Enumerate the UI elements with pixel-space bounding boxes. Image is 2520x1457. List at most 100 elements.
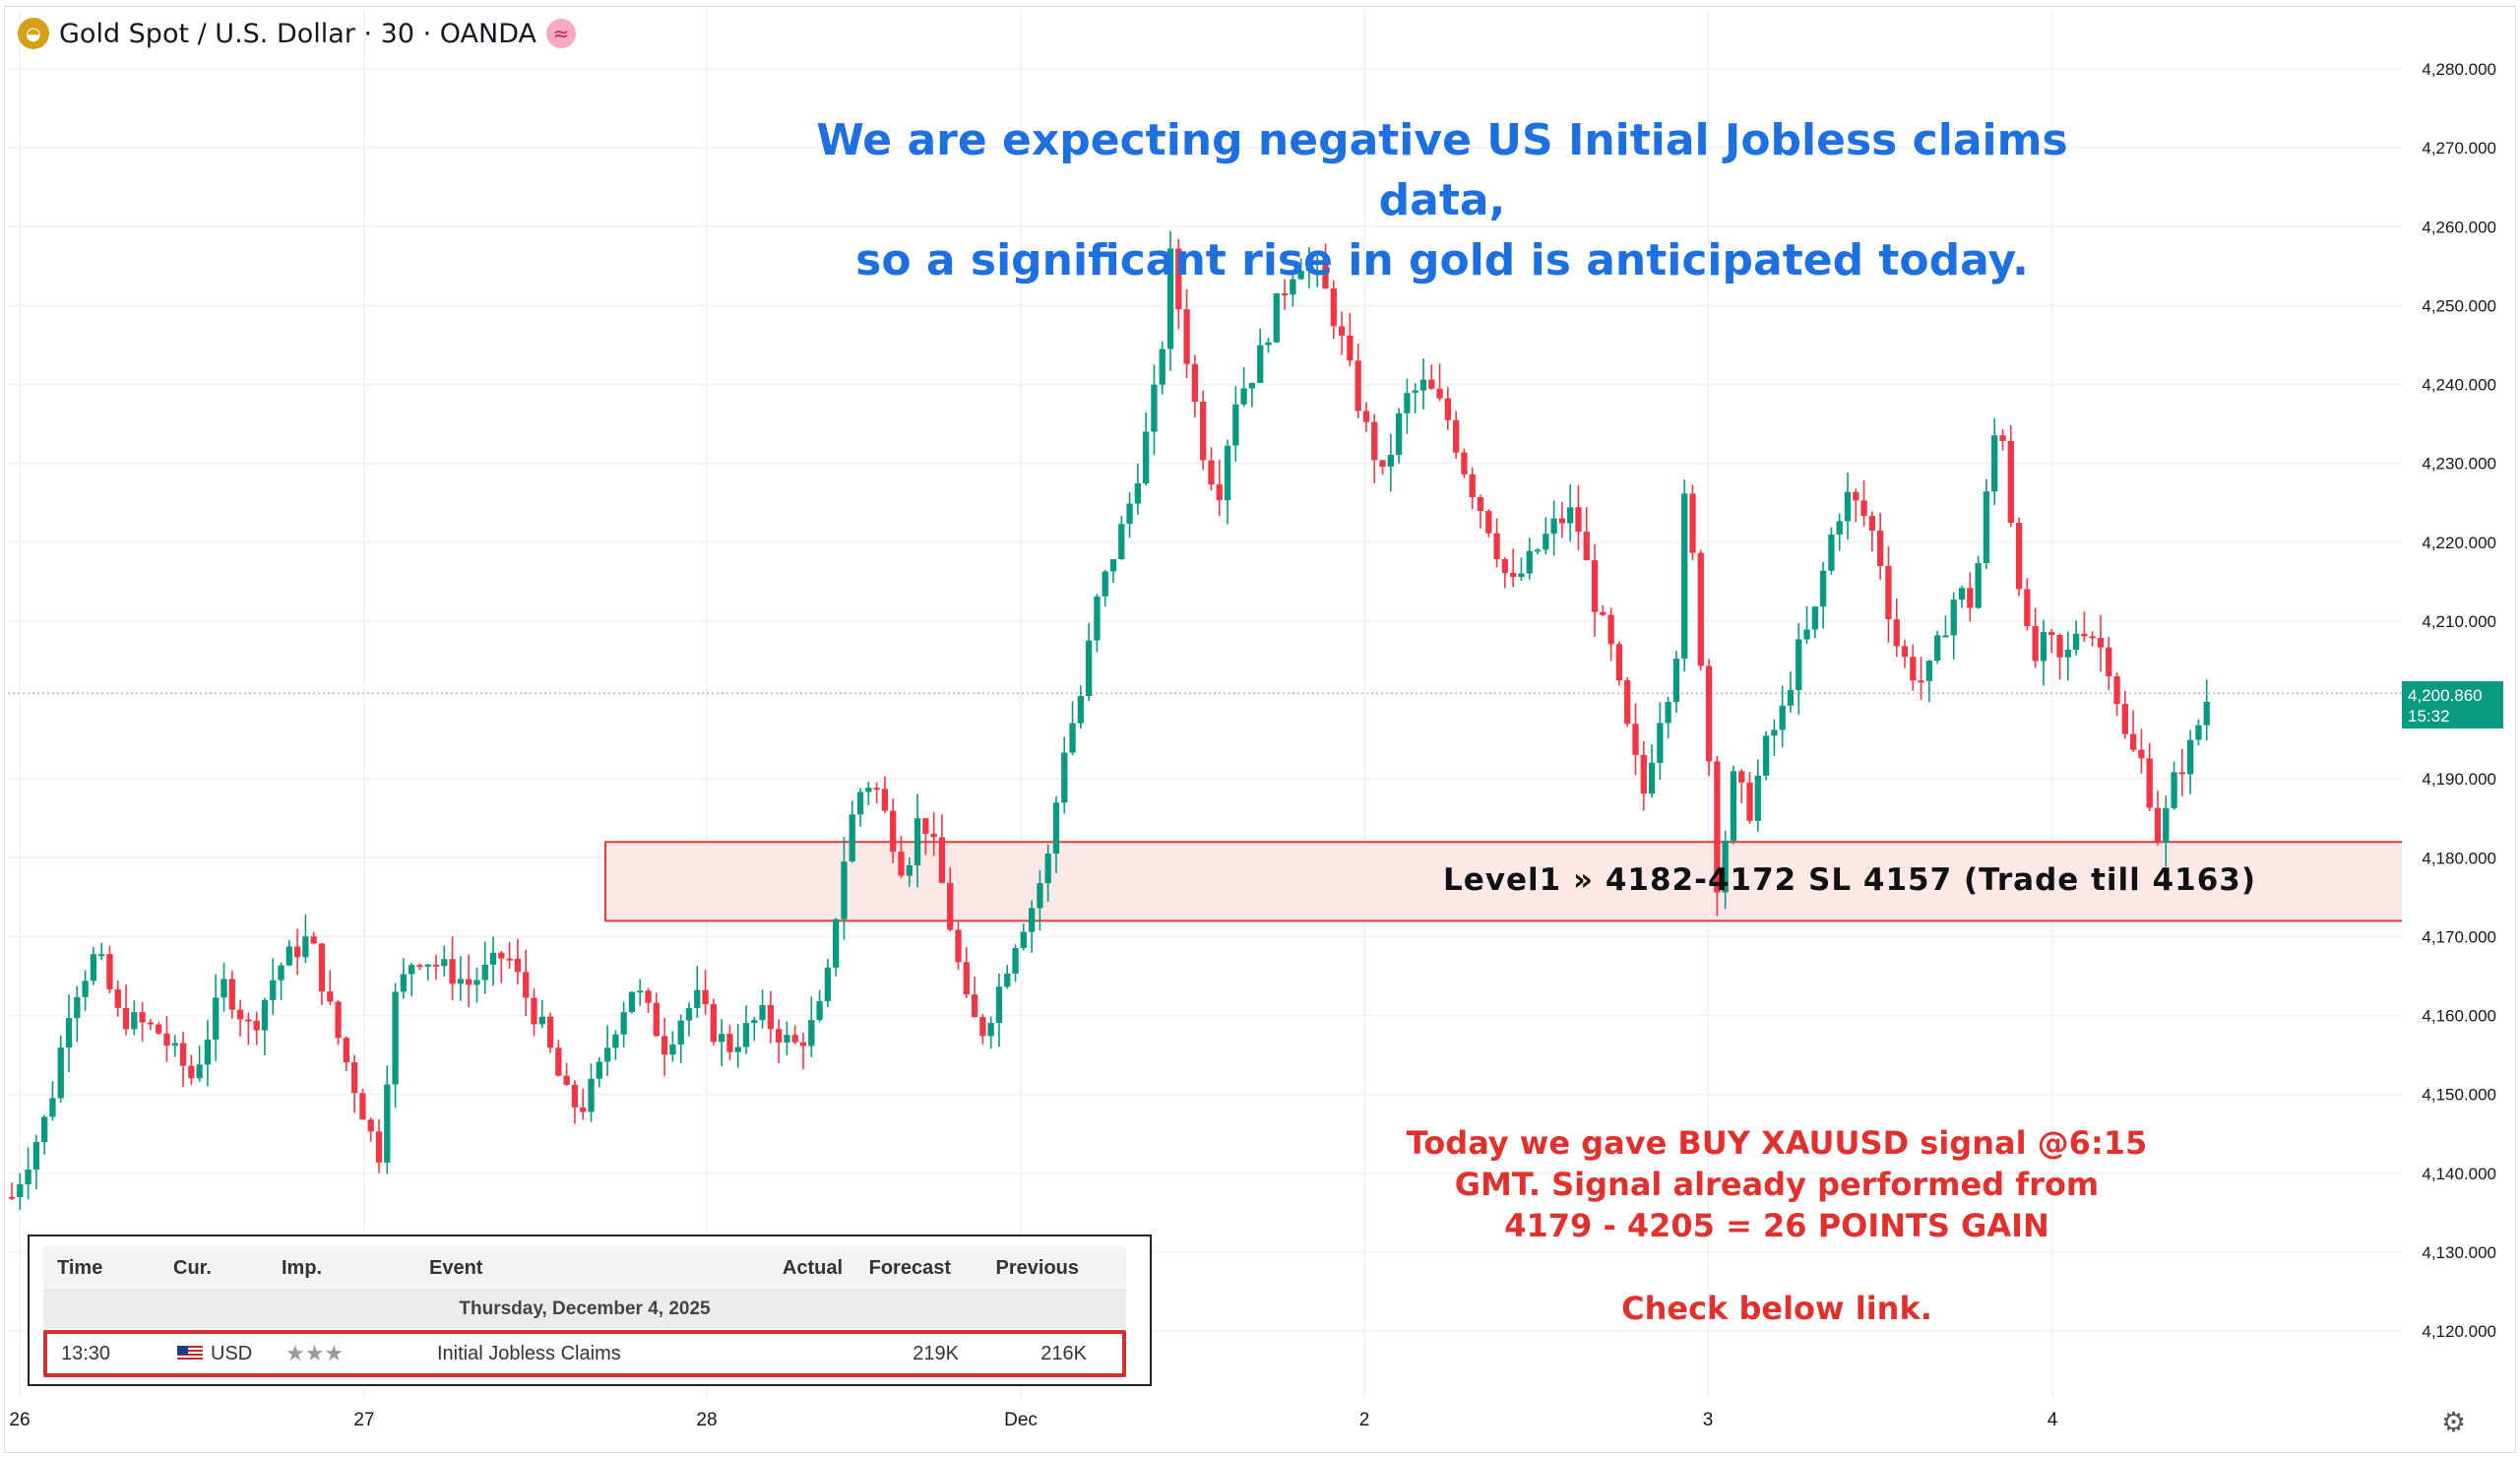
candle-body [139, 1012, 146, 1023]
candle-body [131, 1012, 138, 1030]
candle [163, 1016, 170, 1062]
candle [367, 1117, 374, 1142]
candle [1297, 258, 1304, 281]
candle-body [523, 972, 530, 998]
candle [82, 970, 89, 1011]
candle-body [489, 952, 497, 965]
candle [1281, 279, 1289, 310]
candle [213, 974, 220, 1061]
candle-body [653, 1002, 660, 1037]
candle [865, 782, 872, 805]
candle-body [1853, 491, 1859, 501]
row-forecast: 219K [913, 1342, 959, 1364]
candle-body [1216, 484, 1223, 501]
price-axis-label: 4,180.000 [2422, 849, 2496, 867]
candle-body [156, 1024, 162, 1034]
candle [1469, 467, 1476, 510]
candle-body [1273, 293, 1280, 343]
candle [2064, 631, 2071, 681]
candle-body [726, 1034, 733, 1052]
candle [784, 1021, 790, 1056]
candle [122, 984, 130, 1036]
candle [270, 958, 277, 1015]
candle-body [32, 1142, 40, 1170]
wave-indicator-icon[interactable]: ≈ [546, 19, 576, 48]
candle-body [1583, 532, 1590, 561]
candle-body [1771, 729, 1778, 736]
candle-body [580, 1107, 587, 1112]
candle-body [1109, 559, 1117, 572]
chart-header: ◒ Gold Spot / U.S. Dollar · 30 · OANDA ≈ [18, 18, 576, 49]
calendar-row[interactable]: 13:30 USD ★★★ Initial Jobless Claims 219… [43, 1330, 1126, 1377]
candle-body [1281, 293, 1289, 296]
candle [432, 955, 440, 981]
candle-body [824, 967, 832, 1001]
col-forecast: Forecast [868, 1256, 951, 1279]
candle-body [204, 1039, 212, 1065]
candle-body [1037, 883, 1043, 909]
candle [1004, 964, 1011, 989]
candle-body [2203, 701, 2210, 726]
candle [1387, 433, 1394, 492]
candle [32, 1134, 40, 1189]
candle [1273, 292, 1280, 344]
candle-body [481, 964, 488, 981]
candle-body [1730, 771, 1737, 842]
candle [1967, 572, 1974, 622]
candle [1657, 702, 1664, 780]
col-importance: Imp. [282, 1256, 323, 1279]
candle [41, 1114, 48, 1155]
candle [466, 954, 472, 1008]
candle [571, 1080, 579, 1124]
candle-body [41, 1116, 48, 1143]
candle [245, 1012, 252, 1045]
candle [637, 979, 644, 1006]
candle [179, 1032, 187, 1088]
candle [2171, 761, 2177, 810]
candle [1796, 623, 1802, 715]
zone-fill [605, 842, 2402, 921]
candle [1975, 555, 1982, 609]
candle-body [1436, 388, 1443, 399]
economic-calendar: Time Cur. Imp. Event Actual Forecast Pre… [28, 1235, 1152, 1386]
symbol-title[interactable]: Gold Spot / U.S. Dollar · 30 · OANDA [59, 18, 536, 49]
candle-body [375, 1131, 383, 1163]
candle [302, 914, 309, 964]
candle-body [188, 1065, 195, 1079]
candle-body [571, 1084, 579, 1108]
candle-body [1901, 646, 1909, 658]
signal-annotation: Today we gave BUY XAUUSD signal @6:15 GM… [1329, 1122, 2225, 1329]
candle-body [302, 936, 309, 958]
candle-body [1012, 948, 1019, 975]
row-currency: USD [169, 1343, 285, 1365]
candle [1853, 488, 1859, 523]
candle-body [971, 994, 978, 1018]
candle [930, 812, 937, 856]
candle [808, 996, 815, 1057]
candle-body [498, 952, 505, 959]
candle [1257, 328, 1264, 384]
candle [653, 992, 660, 1038]
candle [555, 1040, 562, 1077]
settings-gear-icon[interactable]: ⚙ [2441, 1407, 2467, 1437]
candle-body [637, 990, 644, 993]
candle [1191, 354, 1199, 418]
candle [1844, 472, 1852, 540]
candle-body [1722, 841, 1729, 893]
candle-body [1444, 398, 1451, 420]
candle-body [694, 989, 701, 1009]
candle-body [1191, 363, 1199, 403]
candle [906, 857, 913, 887]
candle [1224, 439, 1231, 525]
candle-body [596, 1061, 602, 1079]
candle [1347, 313, 1354, 367]
candle [359, 1089, 366, 1120]
candle [1485, 509, 1492, 538]
candle [2178, 748, 2185, 796]
candle [228, 971, 235, 1019]
candle-body [1550, 518, 1557, 535]
candle [1477, 494, 1484, 529]
candle [25, 1147, 32, 1200]
candle [441, 945, 448, 978]
